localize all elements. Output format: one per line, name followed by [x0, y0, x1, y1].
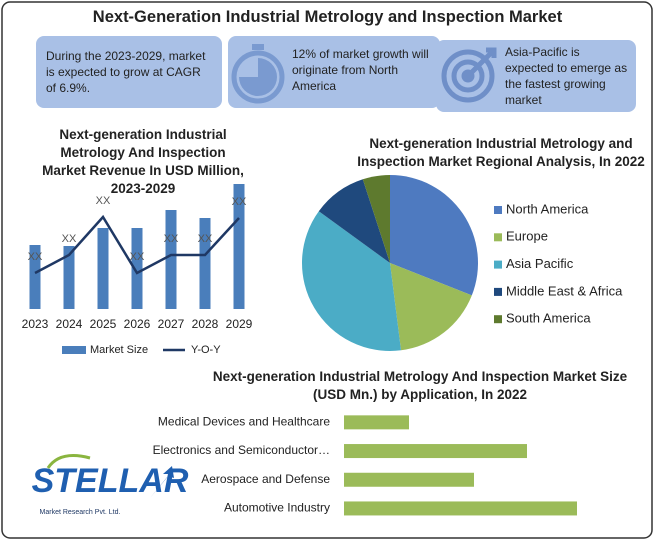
- bar: [131, 228, 143, 309]
- legend-label: Middle East & Africa: [506, 283, 623, 298]
- legend-label: North America: [506, 201, 589, 216]
- pie-slice: [302, 211, 402, 351]
- x-tick-label: 2024: [56, 317, 83, 331]
- logo-swoosh: [46, 454, 174, 498]
- chart-title: Next-generation Industrial Metrology And…: [212, 369, 628, 402]
- bar: [97, 228, 109, 309]
- x-tick-label: 2027: [158, 317, 185, 331]
- legend-label: Market Size: [90, 344, 148, 356]
- data-label: XX: [62, 233, 77, 245]
- data-label: XX: [130, 251, 145, 263]
- highlight: During the 2023-2029, market is expected…: [46, 49, 206, 95]
- legend-label: Y-O-Y: [191, 344, 221, 356]
- logo-name: STELLAR: [32, 462, 189, 500]
- bar: [63, 246, 75, 309]
- data-label: XX: [164, 233, 179, 245]
- bar: [344, 472, 474, 487]
- x-tick-label: 2023: [22, 317, 49, 331]
- stopwatch-icon: [231, 44, 285, 104]
- bar: [29, 245, 41, 309]
- info-box: [36, 36, 222, 108]
- legend-label: Asia Pacific: [506, 256, 574, 271]
- legend-label: Europe: [506, 229, 548, 244]
- legend-swatch: [494, 233, 502, 242]
- category-label: Electronics and Semiconductor…: [153, 443, 330, 457]
- x-tick-label: 2026: [124, 317, 151, 331]
- bar: [344, 415, 409, 430]
- legend-label: South America: [506, 311, 591, 326]
- data-label: XX: [232, 196, 247, 208]
- bar: [199, 218, 211, 309]
- legend-swatch: [494, 206, 502, 214]
- pie-slice: [390, 175, 479, 296]
- x-tick-label: 2025: [90, 317, 117, 331]
- chart-title: Next-generation Industrial Metrology And…: [42, 127, 244, 196]
- bar: [344, 444, 527, 459]
- data-label: XX: [96, 195, 111, 207]
- pie-slice: [362, 175, 390, 263]
- legend-swatch: [494, 287, 502, 296]
- highlight: 12% of market growth will originate from…: [292, 47, 429, 93]
- legend-swatch: [62, 346, 86, 354]
- logo-tagline: Market Research Pvt. Ltd.: [40, 509, 121, 516]
- bar: [233, 184, 245, 309]
- line: [34, 214, 240, 275]
- pie-slice: [390, 263, 472, 351]
- x-tick-label: 2028: [192, 317, 219, 331]
- highlight: Asia-Pacific is expected to emerge as th…: [505, 45, 628, 107]
- pie-slice: [318, 179, 390, 263]
- chart-title: Next-generation Industrial Metrology and…: [357, 136, 645, 169]
- category-label: Automotive Industry: [224, 501, 330, 515]
- legend-swatch: [494, 260, 502, 269]
- legend-swatch: [494, 315, 502, 324]
- category-label: Aerospace and Defense: [201, 472, 330, 486]
- data-label: XX: [198, 233, 213, 245]
- category-label: Medical Devices and Healthcare: [158, 415, 330, 429]
- bar: [344, 501, 577, 516]
- data-label: XX: [28, 251, 43, 263]
- page-title: Next-Generation Industrial Metrology and…: [92, 8, 563, 26]
- bar: [165, 210, 177, 309]
- x-tick-label: 2029: [226, 317, 253, 331]
- target-icon: [441, 47, 497, 103]
